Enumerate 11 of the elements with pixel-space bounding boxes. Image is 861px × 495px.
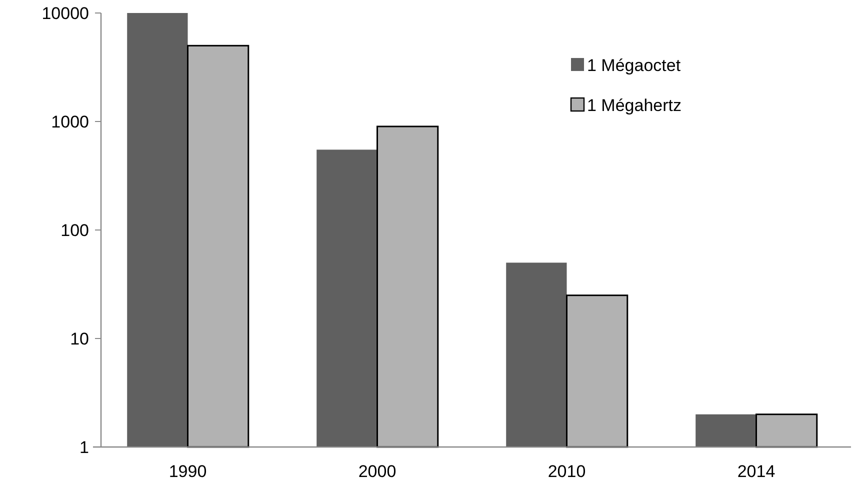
x-tick-label: 2000 xyxy=(358,462,396,481)
y-tick-label: 1000 xyxy=(51,112,89,132)
x-tick-label: 1990 xyxy=(168,462,207,481)
y-tick-label: 10 xyxy=(70,329,89,348)
y-tick-label: 10000 xyxy=(42,4,89,23)
legend-label: 1 Mégaoctet xyxy=(587,56,681,75)
legend-label: 1 Mégahertz xyxy=(587,96,682,115)
x-tick-label: 2014 xyxy=(737,462,776,481)
y-tick-label: 100 xyxy=(60,220,89,240)
x-tick-label: 2010 xyxy=(548,462,586,481)
y-tick-label: 1 xyxy=(80,438,89,457)
